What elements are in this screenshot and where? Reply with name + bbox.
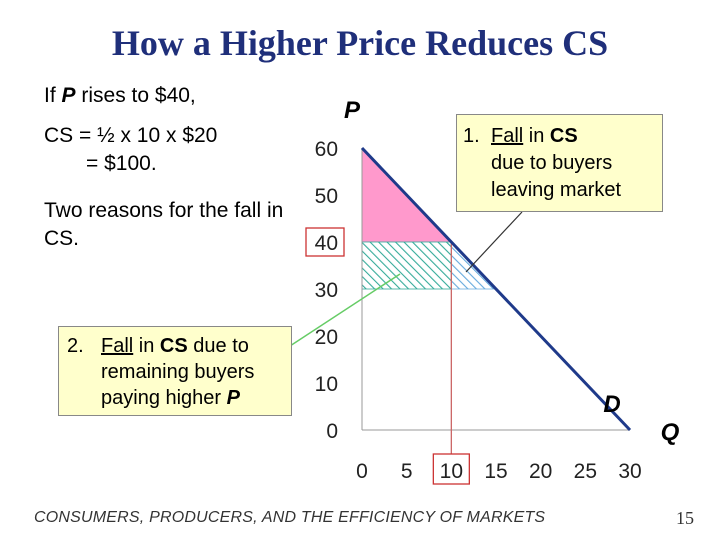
x-tick-label: 25 [574, 460, 597, 483]
body-line-cs-formula: CS = ½ x 10 x $20 [44, 124, 218, 147]
y-tick-label: 40 [315, 232, 338, 255]
body-line-price-post: rises to $40, [75, 84, 196, 107]
x-tick-label: 0 [356, 460, 368, 483]
y-tick-label: 20 [315, 326, 338, 349]
x-tick-label: 15 [484, 460, 507, 483]
y-axis-label: P [344, 97, 361, 124]
y-tick-label: 10 [315, 373, 338, 396]
x-tick-label: 10 [440, 460, 463, 483]
callout2-pointer [289, 273, 401, 347]
lost-cs-remaining-buyers-area [361, 241, 452, 290]
y-tick-label: 30 [315, 279, 338, 302]
callout2-line3-pre: paying higher [101, 387, 227, 409]
demand-label: D [603, 391, 620, 418]
callout1-fall: Fall [491, 125, 524, 147]
slide-title: How a Higher Price Reduces CS [111, 23, 609, 63]
body-line-cs-result: = $100. [86, 152, 157, 175]
callout1-line3: leaving market [491, 179, 622, 201]
callout1-pointer [465, 211, 523, 273]
x-tick-label: 20 [529, 460, 552, 483]
page-number: 15 [676, 508, 694, 528]
callout1-in: in [523, 125, 550, 147]
x-tick-highlight-box [432, 453, 470, 485]
y-tick-label: 0 [326, 420, 338, 443]
x-tick-label: 5 [401, 460, 413, 483]
callout1-cs: CS [549, 125, 578, 147]
x-axis-label: Q [661, 419, 680, 446]
body-line-price-var: P [61, 84, 76, 107]
footer-text: CONSUMERS, PRODUCERS, AND THE EFFICIENCY… [34, 509, 546, 526]
callout2-after-cs: due to [187, 335, 249, 357]
demand-curve [360, 146, 632, 432]
x-tick-label: 30 [618, 460, 641, 483]
callout-leaving-buyers: 1. Fall in CS due to buyers leaving mark… [456, 114, 663, 212]
callout2-line2: remaining buyers [101, 361, 255, 383]
callout1-line2: due to buyers [491, 152, 613, 174]
y-tick-label: 60 [315, 138, 338, 161]
callout2-line3-var: P [226, 387, 240, 409]
callout2-number: 2. [67, 335, 84, 357]
body-line-price-pre: If [44, 84, 62, 107]
callout2-in: in [133, 335, 160, 357]
callout1-number: 1. [463, 125, 480, 147]
body-line-two-reasons: Two reasons for the fall in CS. [44, 199, 284, 250]
y-tick-highlight-box [305, 227, 345, 257]
callout2-cs: CS [159, 335, 188, 357]
y-tick-label: 50 [315, 185, 338, 208]
body-line-price: If P rises to $40, [44, 82, 196, 110]
callout2-fall: Fall [101, 335, 134, 357]
callout-remaining-buyers: 2. Fall in CS due to remaining buyers pa… [58, 326, 292, 416]
